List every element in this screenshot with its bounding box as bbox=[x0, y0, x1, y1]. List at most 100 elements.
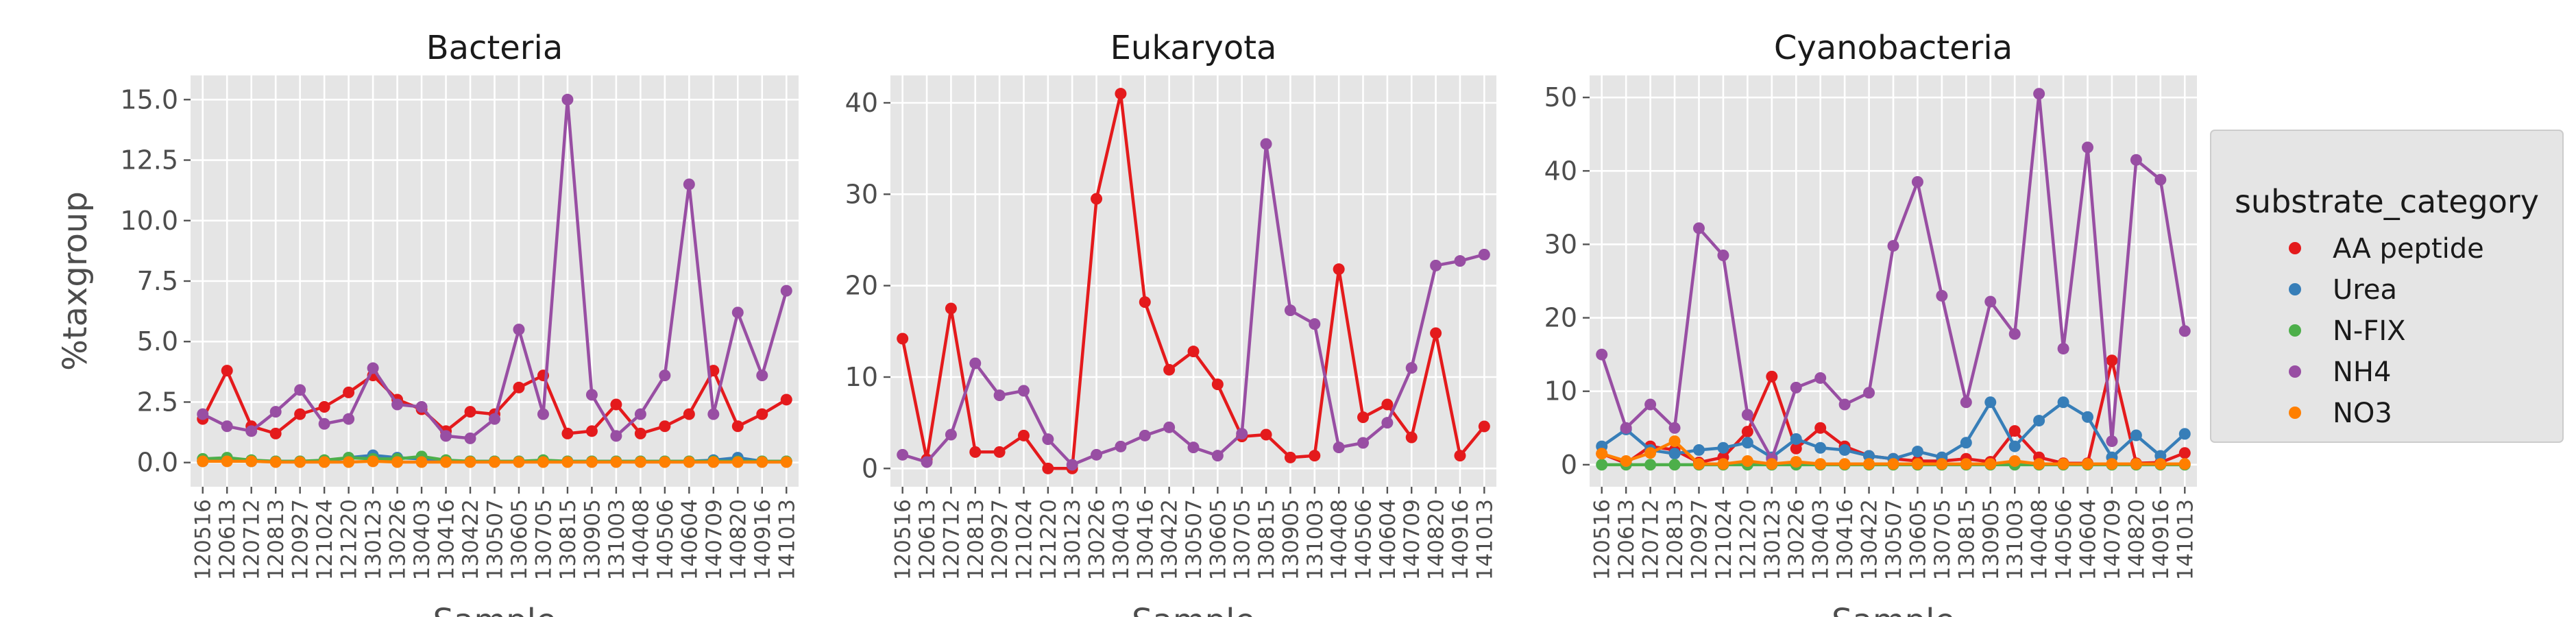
data-point bbox=[2106, 435, 2118, 448]
y-tick-label: 10.0 bbox=[120, 206, 178, 236]
data-point bbox=[1863, 458, 1875, 470]
data-point bbox=[969, 446, 982, 458]
legend: substrate_category AA peptide Urea N-FIX NH4… bbox=[2210, 130, 2564, 443]
data-point bbox=[343, 456, 355, 468]
data-point bbox=[683, 456, 695, 468]
y-tick-label: 0 bbox=[862, 453, 878, 483]
x-tick-label: 140709 bbox=[702, 499, 727, 580]
y-tick-label: 20 bbox=[1544, 303, 1577, 333]
data-point bbox=[1430, 259, 1442, 271]
data-point bbox=[269, 456, 282, 468]
y-tick-label: 2.5 bbox=[137, 387, 178, 417]
x-axis-label: Sample bbox=[433, 602, 557, 617]
x-axis-label: Sample bbox=[1832, 602, 1955, 617]
data-point bbox=[245, 455, 258, 468]
x-tick-label: 120613 bbox=[215, 499, 240, 580]
data-point bbox=[318, 456, 330, 468]
data-point bbox=[2008, 440, 2021, 452]
data-point bbox=[1838, 398, 1851, 411]
x-tick-label: 140408 bbox=[1327, 499, 1352, 580]
x-tick-label: 130403 bbox=[410, 499, 435, 580]
data-point bbox=[1333, 441, 1345, 454]
data-point bbox=[2154, 173, 2167, 186]
data-point bbox=[780, 456, 792, 468]
y-tick-label: 15.0 bbox=[120, 84, 178, 114]
data-point bbox=[343, 413, 355, 425]
data-point bbox=[2106, 354, 2118, 367]
data-point bbox=[1790, 456, 1802, 468]
data-point bbox=[610, 430, 622, 442]
legend-entry-nh4: NH4 bbox=[2289, 356, 2391, 388]
data-point bbox=[1668, 422, 1681, 434]
x-tick-label: 130605 bbox=[507, 499, 532, 580]
data-point bbox=[1042, 433, 1054, 446]
data-point bbox=[1838, 458, 1851, 470]
data-point bbox=[1187, 441, 1200, 454]
y-axis-label: %taxgroup bbox=[56, 191, 95, 371]
legend-entry-urea: Urea bbox=[2289, 274, 2397, 306]
legend-marker bbox=[2289, 242, 2301, 254]
x-tick-label: 130705 bbox=[531, 499, 556, 580]
panel-title: Bacteria bbox=[426, 29, 563, 67]
panel-title: Cyanobacteria bbox=[1774, 29, 2013, 67]
data-point bbox=[1790, 433, 1802, 445]
data-point bbox=[415, 401, 428, 413]
data-point bbox=[1405, 362, 1418, 374]
data-point bbox=[221, 365, 233, 377]
x-tick-label: 120813 bbox=[264, 499, 289, 580]
data-point bbox=[993, 389, 1006, 402]
y-tick-label: 10 bbox=[845, 362, 878, 392]
x-tick-label: 140604 bbox=[677, 499, 702, 580]
legend-marker bbox=[2289, 324, 2301, 337]
x-axis-label: Sample bbox=[1132, 602, 1255, 617]
data-point bbox=[1620, 422, 1632, 434]
x-tick-label: 130416 bbox=[1833, 499, 1858, 580]
data-point bbox=[780, 285, 792, 297]
y-tick-label: 40 bbox=[1544, 156, 1577, 186]
data-point bbox=[269, 406, 282, 418]
data-point bbox=[1741, 426, 1753, 438]
data-point bbox=[1644, 398, 1657, 411]
data-point bbox=[1066, 459, 1078, 471]
data-point bbox=[731, 456, 744, 468]
data-point bbox=[343, 386, 355, 398]
data-point bbox=[610, 456, 622, 468]
data-point bbox=[1357, 437, 1370, 449]
y-tick-label: 0.0 bbox=[137, 448, 178, 478]
data-point bbox=[221, 455, 233, 468]
data-point bbox=[2082, 458, 2094, 470]
data-point bbox=[2057, 343, 2069, 355]
x-tick-label: 120927 bbox=[1687, 499, 1712, 580]
y-tick-label: 10 bbox=[1544, 376, 1577, 407]
data-point bbox=[897, 448, 909, 461]
legend-label: AA peptide bbox=[2333, 233, 2484, 265]
x-tick-label: 130815 bbox=[1954, 499, 1979, 580]
data-point bbox=[1814, 458, 1827, 470]
data-point bbox=[1692, 458, 1705, 470]
x-tick-label: 131003 bbox=[1303, 499, 1328, 580]
data-point bbox=[1478, 248, 1490, 261]
data-point bbox=[1357, 411, 1370, 424]
data-point bbox=[921, 456, 933, 468]
data-point bbox=[707, 408, 720, 420]
data-point bbox=[945, 428, 957, 441]
x-tick-label: 120613 bbox=[915, 499, 940, 580]
legend-entry-no3: NO3 bbox=[2289, 398, 2392, 429]
data-point bbox=[1887, 240, 1899, 252]
data-point bbox=[1766, 458, 1778, 470]
x-tick-label: 121024 bbox=[313, 499, 337, 580]
data-point bbox=[1454, 450, 1466, 462]
data-point bbox=[1741, 455, 1753, 467]
panel-title: Eukaryota bbox=[1110, 29, 1277, 67]
data-point bbox=[1091, 448, 1103, 461]
data-point bbox=[1017, 385, 1030, 397]
data-point bbox=[634, 456, 646, 468]
x-tick-label: 140820 bbox=[726, 499, 751, 580]
data-point bbox=[367, 455, 379, 468]
data-point bbox=[561, 93, 574, 106]
x-tick-label: 121024 bbox=[1712, 499, 1736, 580]
data-point bbox=[294, 408, 306, 420]
data-point bbox=[659, 456, 671, 468]
x-tick-label: 130605 bbox=[1906, 499, 1930, 580]
data-point bbox=[683, 408, 695, 420]
